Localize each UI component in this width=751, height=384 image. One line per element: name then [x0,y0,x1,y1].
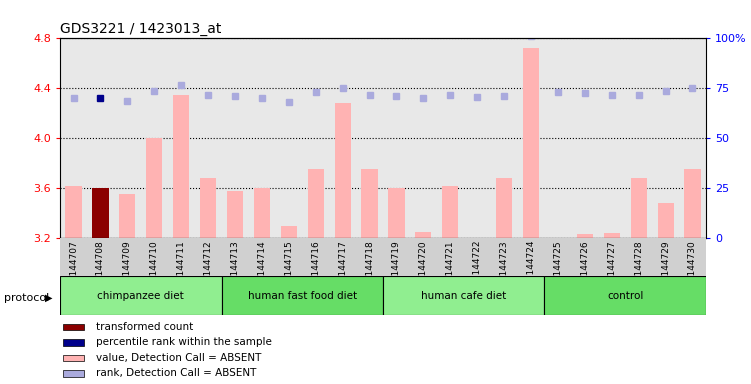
Bar [63,355,84,361]
Bar [227,190,243,238]
Text: GSM144711: GSM144711 [176,240,185,295]
Bar [63,370,84,377]
Text: GSM144710: GSM144710 [149,240,158,295]
Bar [222,276,383,315]
Text: GSM144713: GSM144713 [231,240,240,295]
Bar [249,238,276,276]
Text: GSM144724: GSM144724 [526,240,535,295]
Text: GSM144726: GSM144726 [581,240,590,295]
Text: GSM144723: GSM144723 [499,240,508,295]
Bar [63,339,84,346]
Bar [308,169,324,238]
Text: GSM144729: GSM144729 [661,240,670,295]
Text: protocol: protocol [4,293,49,303]
Text: GSM144715: GSM144715 [285,240,294,295]
Bar [63,324,84,331]
Text: GSM144707: GSM144707 [69,240,78,295]
Text: GSM144708: GSM144708 [96,240,105,295]
Bar [167,238,195,276]
Bar [410,238,437,276]
Text: human cafe diet: human cafe diet [421,291,506,301]
Bar [631,178,647,238]
Bar [625,238,652,276]
Bar [141,238,167,276]
Bar [442,186,458,238]
Bar [60,276,222,315]
Bar [302,238,329,276]
Text: control: control [607,291,644,301]
Bar [60,238,87,276]
Text: GDS3221 / 1423013_at: GDS3221 / 1423013_at [60,22,222,36]
Text: percentile rank within the sample: percentile rank within the sample [95,338,271,348]
Bar [523,48,539,238]
Bar [463,238,490,276]
Bar [496,178,512,238]
Bar [146,138,162,238]
Bar [599,238,625,276]
Bar [254,188,270,238]
Bar [490,238,517,276]
Text: value, Detection Call = ABSENT: value, Detection Call = ABSENT [95,353,261,363]
Bar [195,238,222,276]
Text: GSM144718: GSM144718 [365,240,374,295]
Text: GSM144725: GSM144725 [553,240,562,295]
Bar [281,226,297,238]
Bar [87,238,114,276]
Bar [276,238,302,276]
Bar [604,233,620,238]
Text: GSM144728: GSM144728 [634,240,643,295]
Text: GSM144714: GSM144714 [258,240,267,295]
Text: GSM144716: GSM144716 [311,240,320,295]
Bar [544,238,572,276]
Text: GSM144722: GSM144722 [472,240,481,295]
Bar [222,238,249,276]
Bar [361,169,378,238]
Bar [577,234,593,238]
Text: GSM144720: GSM144720 [419,240,428,295]
Bar [383,238,410,276]
Bar [356,238,383,276]
Bar [437,238,463,276]
Bar [200,178,216,238]
Bar [657,203,674,238]
Bar [173,94,189,238]
Text: rank, Detection Call = ABSENT: rank, Detection Call = ABSENT [95,368,256,378]
Bar [544,276,706,315]
Text: GSM144719: GSM144719 [392,240,401,295]
Bar [684,169,701,238]
Bar [329,238,356,276]
Bar [114,238,141,276]
Bar [572,238,599,276]
Bar [92,188,108,238]
Text: GSM144717: GSM144717 [338,240,347,295]
Text: GSM144721: GSM144721 [446,240,455,295]
Text: GSM144727: GSM144727 [608,240,617,295]
Text: GSM144712: GSM144712 [204,240,213,295]
Bar [334,103,351,238]
Bar [388,188,405,238]
Bar [415,232,431,238]
Text: transformed count: transformed count [95,322,193,332]
Text: human fast food diet: human fast food diet [248,291,357,301]
Text: GSM144709: GSM144709 [123,240,132,295]
Text: ▶: ▶ [45,293,53,303]
Bar [652,238,679,276]
Bar [65,186,82,238]
Bar [517,238,544,276]
Bar [119,194,135,238]
Text: GSM144730: GSM144730 [688,240,697,295]
Text: chimpanzee diet: chimpanzee diet [98,291,184,301]
Bar [679,238,706,276]
Bar [383,276,544,315]
